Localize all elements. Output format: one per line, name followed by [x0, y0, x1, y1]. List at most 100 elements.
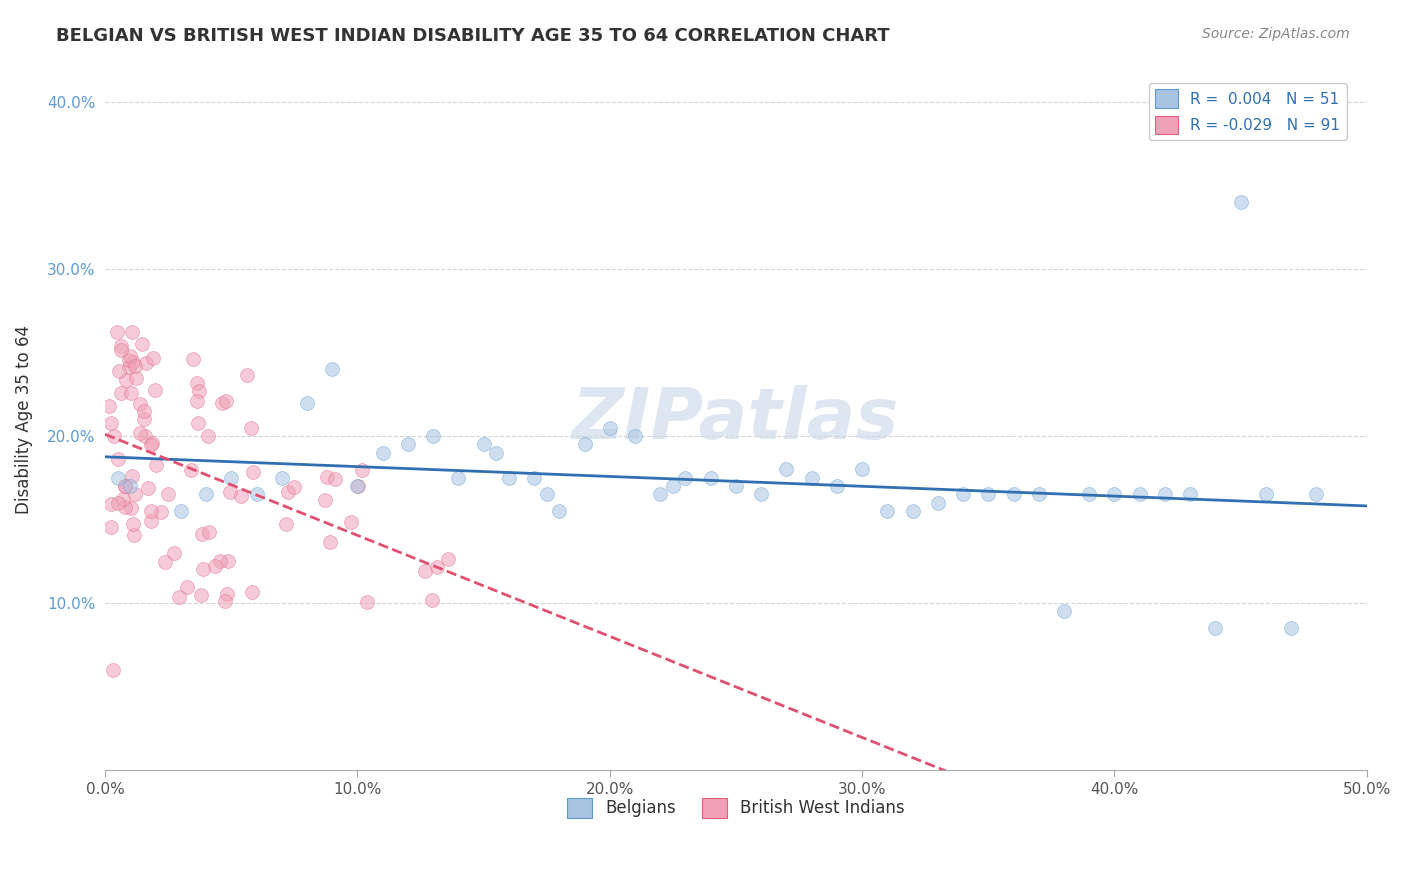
Point: [239, 421, 262, 435]
Point: [121, 469, 143, 483]
Point: [426, 559, 449, 574]
Point: [204, 558, 226, 573]
Point: [1154, 487, 1177, 501]
Point: [775, 462, 797, 476]
Point: [346, 479, 368, 493]
Point: [190, 588, 212, 602]
Point: [153, 555, 176, 569]
Point: [134, 404, 156, 418]
Point: [110, 343, 132, 357]
Point: [321, 362, 343, 376]
Point: [276, 517, 298, 532]
Point: [851, 462, 873, 476]
Point: [100, 416, 122, 430]
Point: [118, 352, 141, 367]
Point: [115, 374, 138, 388]
Point: [191, 527, 214, 541]
Point: [121, 325, 143, 339]
Point: [548, 504, 571, 518]
Point: [217, 553, 239, 567]
Point: [245, 487, 267, 501]
Point: [180, 462, 202, 476]
Point: [136, 481, 159, 495]
Point: [1053, 604, 1076, 618]
Point: [1028, 487, 1050, 501]
Point: [472, 437, 495, 451]
Point: [122, 355, 145, 369]
Point: [396, 437, 419, 451]
Point: [1254, 487, 1277, 501]
Point: [176, 580, 198, 594]
Point: [219, 471, 242, 485]
Point: [107, 451, 129, 466]
Point: [107, 325, 129, 339]
Point: [124, 487, 146, 501]
Point: [485, 445, 508, 459]
Point: [181, 351, 204, 366]
Point: [122, 527, 145, 541]
Point: [624, 429, 647, 443]
Point: [236, 368, 259, 383]
Point: [208, 554, 231, 568]
Point: [323, 472, 346, 486]
Point: [128, 397, 150, 411]
Point: [270, 471, 292, 485]
Point: [120, 479, 142, 493]
Point: [347, 479, 370, 493]
Point: [141, 438, 163, 452]
Text: Source: ZipAtlas.com: Source: ZipAtlas.com: [1202, 27, 1350, 41]
Point: [350, 463, 373, 477]
Point: [111, 492, 134, 507]
Point: [120, 501, 142, 516]
Point: [422, 429, 444, 443]
Point: [876, 504, 898, 518]
Point: [142, 351, 165, 365]
Point: [215, 393, 238, 408]
Point: [135, 356, 157, 370]
Point: [103, 428, 125, 442]
Point: [825, 479, 848, 493]
Point: [413, 564, 436, 578]
Point: [1002, 487, 1025, 501]
Point: [699, 471, 721, 485]
Text: ZIPatlas: ZIPatlas: [572, 384, 900, 454]
Point: [114, 479, 136, 493]
Point: [157, 487, 180, 501]
Point: [193, 562, 215, 576]
Point: [101, 663, 124, 677]
Point: [132, 411, 155, 425]
Point: [186, 393, 208, 408]
Point: [314, 492, 336, 507]
Point: [1078, 487, 1101, 501]
Point: [195, 487, 218, 501]
Text: BELGIAN VS BRITISH WEST INDIAN DISABILITY AGE 35 TO 64 CORRELATION CHART: BELGIAN VS BRITISH WEST INDIAN DISABILIT…: [56, 27, 890, 45]
Point: [1129, 487, 1152, 501]
Point: [145, 458, 167, 473]
Point: [1279, 621, 1302, 635]
Point: [242, 465, 264, 479]
Point: [574, 437, 596, 451]
Point: [107, 471, 129, 485]
Point: [662, 479, 685, 493]
Point: [139, 504, 162, 518]
Point: [231, 489, 253, 503]
Point: [134, 429, 156, 443]
Point: [523, 471, 546, 485]
Point: [1305, 487, 1327, 501]
Point: [422, 592, 444, 607]
Point: [724, 479, 747, 493]
Point: [749, 487, 772, 501]
Point: [356, 594, 378, 608]
Point: [100, 497, 122, 511]
Point: [536, 487, 558, 501]
Point: [927, 496, 949, 510]
Point: [240, 584, 263, 599]
Point: [315, 470, 337, 484]
Point: [125, 371, 148, 385]
Point: [118, 360, 141, 375]
Point: [163, 547, 186, 561]
Point: [169, 590, 191, 604]
Point: [214, 594, 236, 608]
Point: [197, 429, 219, 443]
Point: [1229, 195, 1251, 210]
